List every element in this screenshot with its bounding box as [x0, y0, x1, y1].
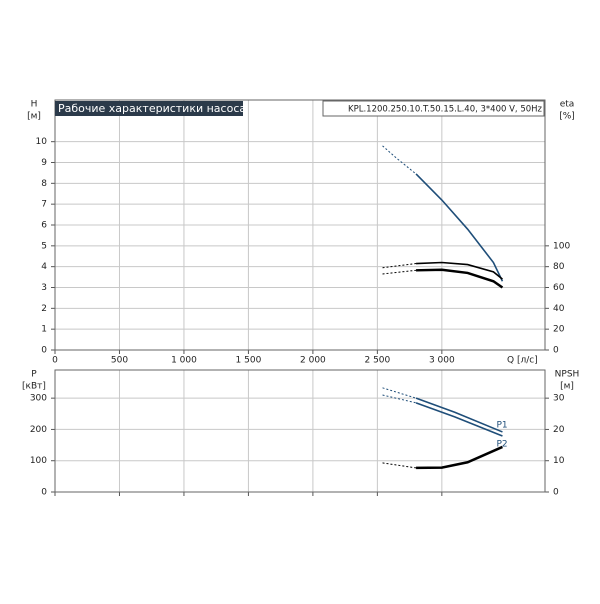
y-tick-label: 8: [41, 179, 47, 189]
y-tick-label: 0: [41, 346, 47, 356]
series-line: [416, 445, 503, 470]
series-line: [415, 397, 503, 433]
y2-tick-label: 10: [553, 456, 565, 466]
plot-frame: [54, 369, 546, 493]
x-tick-label: 2 000: [300, 356, 326, 366]
series-line: [416, 261, 503, 280]
y-axis-label: P: [31, 370, 37, 380]
series-line: [382, 394, 417, 404]
y2-tick-label: 30: [553, 394, 565, 404]
series-line: [415, 402, 503, 437]
y2-tick-label: 100: [553, 241, 570, 251]
y2-tick-label: 20: [553, 425, 565, 435]
y-tick-label: 9: [41, 158, 47, 168]
y-tick-label: 0: [41, 488, 47, 498]
y2-axis-label: eta: [560, 100, 575, 110]
y-tick-label: 5: [41, 241, 47, 251]
y2-tick-label: 0: [553, 346, 559, 356]
y-tick-label: 4: [41, 262, 47, 272]
series-line: [382, 269, 417, 275]
y2-tick-label: 20: [553, 325, 565, 335]
y2-axis-unit: [м]: [560, 382, 574, 392]
y-tick-label: 200: [30, 425, 47, 435]
x-tick-label: 0: [52, 356, 58, 366]
chart-subtitle: KPL.1200.250.10.T.50.15.L.40, 3*400 V, 5…: [348, 105, 543, 115]
y-axis-unit: [м]: [27, 112, 41, 122]
y2-axis-label: NPSH: [555, 370, 580, 380]
y-tick-label: 10: [36, 137, 48, 147]
y2-tick-label: 60: [553, 283, 565, 293]
series-line: [416, 268, 504, 289]
series-line: [415, 173, 504, 282]
y-tick-label: 100: [30, 456, 47, 466]
y-tick-label: 6: [41, 221, 47, 231]
title-box: [55, 101, 243, 116]
x-tick-label: 1 000: [171, 356, 197, 366]
subtitle-box: [322, 100, 545, 117]
chart-title: Рабочие характеристики насоса: [58, 102, 246, 115]
y2-axis-unit: [%]: [559, 112, 575, 122]
series-label: P2: [496, 440, 507, 450]
y-axis-unit: [кВт]: [22, 382, 46, 392]
x-axis-label: Q [л/с]: [507, 356, 538, 366]
y-tick-label: 1: [41, 325, 47, 335]
series-line: [382, 387, 417, 399]
y-tick-label: 7: [41, 200, 47, 210]
series-line: [382, 462, 417, 469]
x-tick-label: 3 000: [429, 356, 455, 366]
x-tick-label: 500: [111, 356, 128, 366]
plot-area: [55, 370, 545, 492]
y-axis-label: H: [31, 100, 38, 110]
y-tick-label: 2: [41, 304, 47, 314]
x-tick-label: 1 500: [236, 356, 262, 366]
y2-tick-label: 0: [553, 488, 559, 498]
plot-frame: [54, 99, 546, 351]
y2-tick-label: 80: [553, 262, 565, 272]
y2-tick-label: 40: [553, 304, 565, 314]
y-tick-label: 3: [41, 283, 47, 293]
series-line: [382, 263, 417, 269]
x-tick-label: 2 500: [364, 356, 390, 366]
series-label: P1: [496, 420, 507, 430]
y-tick-label: 300: [30, 394, 47, 404]
